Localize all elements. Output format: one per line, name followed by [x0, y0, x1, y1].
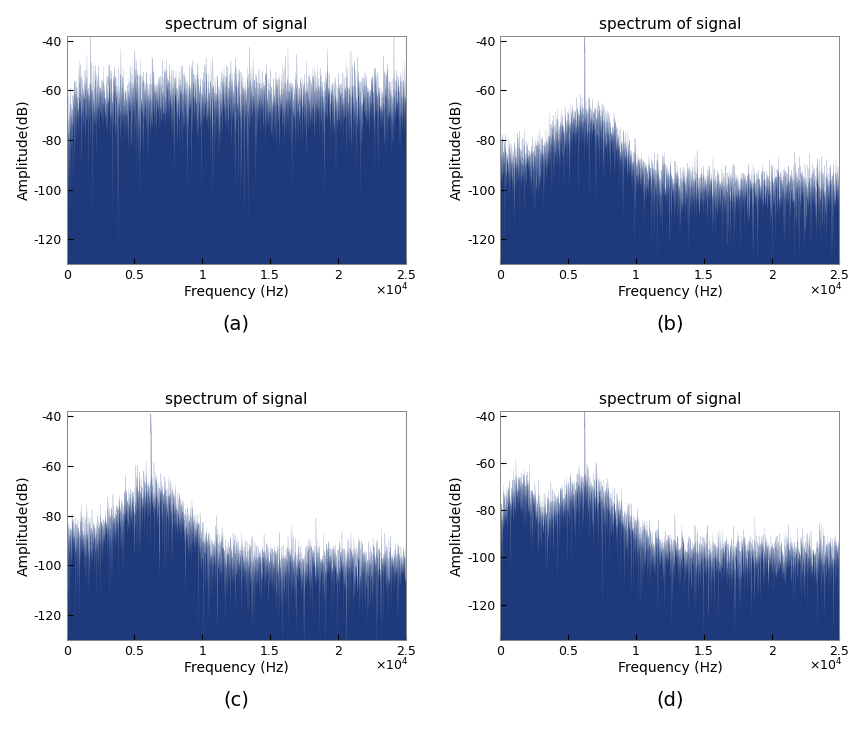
Text: $\times\mathregular{10}^4$: $\times\mathregular{10}^4$ [375, 657, 409, 673]
Y-axis label: Amplitude(dB): Amplitude(dB) [450, 475, 464, 576]
Title: spectrum of signal: spectrum of signal [598, 392, 741, 408]
Y-axis label: Amplitude(dB): Amplitude(dB) [16, 100, 30, 201]
Text: (d): (d) [656, 690, 683, 709]
Y-axis label: Amplitude(dB): Amplitude(dB) [450, 100, 464, 201]
X-axis label: Frequency (Hz): Frequency (Hz) [184, 660, 288, 675]
X-axis label: Frequency (Hz): Frequency (Hz) [184, 285, 288, 299]
Title: spectrum of signal: spectrum of signal [165, 392, 307, 408]
Title: spectrum of signal: spectrum of signal [598, 17, 741, 31]
Text: (b): (b) [656, 315, 683, 334]
Y-axis label: Amplitude(dB): Amplitude(dB) [16, 475, 30, 576]
Text: (a): (a) [223, 315, 249, 334]
Title: spectrum of signal: spectrum of signal [165, 17, 307, 31]
Text: $\times\mathregular{10}^4$: $\times\mathregular{10}^4$ [809, 657, 842, 673]
Text: $\times\mathregular{10}^4$: $\times\mathregular{10}^4$ [375, 281, 409, 298]
Text: $\times\mathregular{10}^4$: $\times\mathregular{10}^4$ [809, 281, 842, 298]
X-axis label: Frequency (Hz): Frequency (Hz) [617, 660, 722, 675]
X-axis label: Frequency (Hz): Frequency (Hz) [617, 285, 722, 299]
Text: (c): (c) [223, 690, 249, 709]
